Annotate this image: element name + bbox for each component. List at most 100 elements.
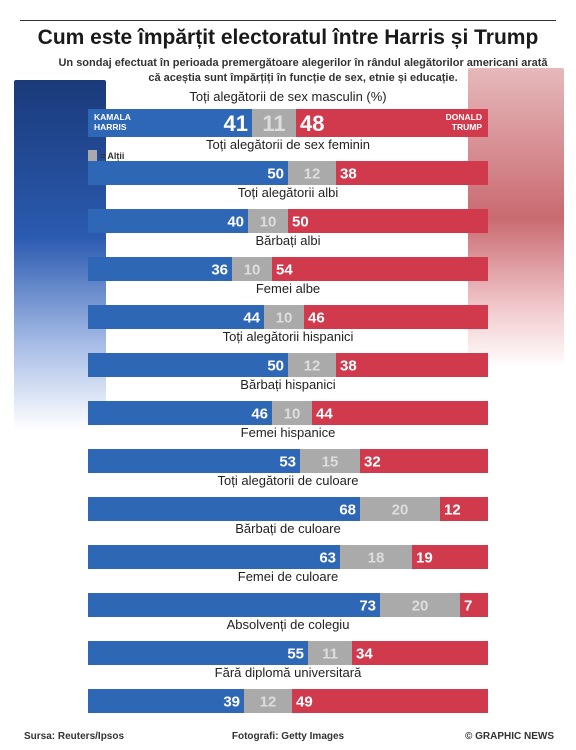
data-label-other: 10 bbox=[284, 405, 301, 422]
data-label-other: 12 bbox=[304, 357, 321, 374]
bar-segment-other bbox=[248, 209, 288, 233]
data-label-harris: 68 bbox=[339, 501, 356, 518]
legend-other: = Alții bbox=[88, 150, 124, 161]
data-label-harris: 41 bbox=[224, 111, 248, 136]
data-label-trump: 7 bbox=[464, 597, 472, 614]
category-label: Toți alegătorii de culoare bbox=[218, 473, 359, 488]
data-label-other: 10 bbox=[260, 213, 277, 230]
data-label-other: 20 bbox=[392, 501, 409, 518]
data-label-other: 10 bbox=[276, 309, 293, 326]
category-label: Bărbați hispanici bbox=[240, 377, 335, 392]
data-label-harris: 50 bbox=[267, 357, 284, 374]
data-label-harris: 53 bbox=[279, 453, 296, 470]
data-label-harris: 73 bbox=[359, 597, 376, 614]
category-label: Bărbați de culoare bbox=[235, 521, 341, 536]
data-label-trump: 19 bbox=[416, 549, 433, 566]
data-label-trump: 48 bbox=[300, 111, 324, 136]
category-label: Toți alegătorii de sex masculin (%) bbox=[189, 89, 386, 104]
data-label-other: 11 bbox=[322, 645, 338, 662]
bar-segment-harris bbox=[88, 641, 308, 665]
data-label-other: 12 bbox=[260, 693, 277, 710]
bar-segment-harris bbox=[88, 497, 360, 521]
bar-segment-trump bbox=[312, 401, 488, 425]
candidate-name-trump: DONALD bbox=[446, 112, 482, 122]
bar-segment-trump bbox=[460, 593, 488, 617]
bar-segment-other bbox=[232, 257, 272, 281]
data-label-harris: 36 bbox=[211, 261, 228, 278]
data-label-harris: 63 bbox=[319, 549, 336, 566]
data-label-other: 20 bbox=[412, 597, 429, 614]
data-label-other: 12 bbox=[304, 165, 321, 182]
data-label-harris: 40 bbox=[227, 213, 244, 230]
bar-segment-harris bbox=[88, 689, 244, 713]
bar-segment-trump bbox=[352, 641, 488, 665]
bar-segment-other bbox=[288, 161, 336, 185]
bar-segment-trump bbox=[440, 497, 488, 521]
data-label-trump: 44 bbox=[316, 405, 333, 422]
bar-segment-trump bbox=[296, 109, 488, 137]
data-label-harris: 44 bbox=[243, 309, 260, 326]
data-label-trump: 50 bbox=[292, 213, 309, 230]
bar-segment-other bbox=[340, 545, 412, 569]
candidate-name-harris: HARRIS bbox=[94, 122, 127, 132]
photo-credit: Fotografi: Getty Images bbox=[231, 731, 345, 742]
category-label: Femei de culoare bbox=[238, 569, 338, 584]
bar-segment-harris bbox=[88, 401, 272, 425]
category-label: Absolvenți de colegiu bbox=[227, 617, 350, 632]
bar-segment-other bbox=[264, 305, 304, 329]
bar-segment-harris bbox=[88, 109, 252, 137]
bar-segment-trump bbox=[304, 305, 488, 329]
candidate-name-trump: TRUMP bbox=[452, 122, 483, 132]
bar-segment-harris bbox=[88, 161, 288, 185]
data-label-trump: 38 bbox=[340, 165, 357, 182]
data-label-trump: 49 bbox=[296, 693, 313, 710]
category-label: Toți alegătorii hispanici bbox=[223, 329, 354, 344]
chart-subtitle: Un sondaj efectuat în perioada premergăt… bbox=[58, 57, 548, 84]
data-label-other: 18 bbox=[368, 549, 385, 566]
bar-segment-trump bbox=[412, 545, 488, 569]
bar-segment-harris bbox=[88, 593, 380, 617]
graphic-credit: © GRAPHIC NEWS bbox=[464, 731, 554, 742]
category-label: Fără diplomă universitară bbox=[215, 665, 362, 680]
bar-segment-harris bbox=[88, 257, 232, 281]
bar-segment-trump bbox=[336, 161, 488, 185]
bar-segment-harris bbox=[88, 545, 340, 569]
bar-segment-harris bbox=[88, 449, 300, 473]
data-label-harris: 39 bbox=[223, 693, 240, 710]
data-label-other: 10 bbox=[244, 261, 261, 278]
source-note: Sursa: Reuters/Ipsos bbox=[24, 731, 125, 742]
category-label: Bărbați albi bbox=[255, 233, 320, 248]
category-label: Femei albe bbox=[256, 281, 320, 296]
bar-segment-other bbox=[380, 593, 460, 617]
bar-segment-other bbox=[252, 109, 296, 137]
bar-segment-trump bbox=[288, 209, 488, 233]
bar-segment-trump bbox=[360, 449, 488, 473]
bar-segment-trump bbox=[272, 257, 488, 281]
bar-segment-other bbox=[360, 497, 440, 521]
chart-title: Cum este împărțit electoratul între Harr… bbox=[37, 26, 539, 49]
data-label-trump: 34 bbox=[356, 645, 373, 662]
category-label: Toți alegătorii albi bbox=[238, 185, 339, 200]
data-label-trump: 46 bbox=[308, 309, 325, 326]
top-rule bbox=[20, 20, 556, 21]
bar-segment-harris bbox=[88, 353, 288, 377]
category-label: Toți alegătorii de sex feminin bbox=[206, 137, 370, 152]
bar-segment-other bbox=[272, 401, 312, 425]
bar-segment-other bbox=[308, 641, 352, 665]
bar-segment-harris bbox=[88, 305, 264, 329]
bar-segment-harris bbox=[88, 209, 248, 233]
legend-other-swatch bbox=[88, 150, 97, 161]
legend-other-label: = Alții bbox=[100, 150, 125, 161]
data-label-trump: 38 bbox=[340, 357, 357, 374]
bar-segment-other bbox=[244, 689, 292, 713]
data-label-other: 15 bbox=[322, 453, 339, 470]
bar-segment-trump bbox=[336, 353, 488, 377]
data-label-trump: 54 bbox=[276, 261, 293, 278]
data-label-trump: 32 bbox=[364, 453, 381, 470]
bar-segment-other bbox=[288, 353, 336, 377]
data-label-harris: 55 bbox=[287, 645, 304, 662]
data-label-harris: 50 bbox=[267, 165, 284, 182]
candidate-name-harris: KAMALA bbox=[94, 112, 131, 122]
bar-segment-trump bbox=[292, 689, 488, 713]
